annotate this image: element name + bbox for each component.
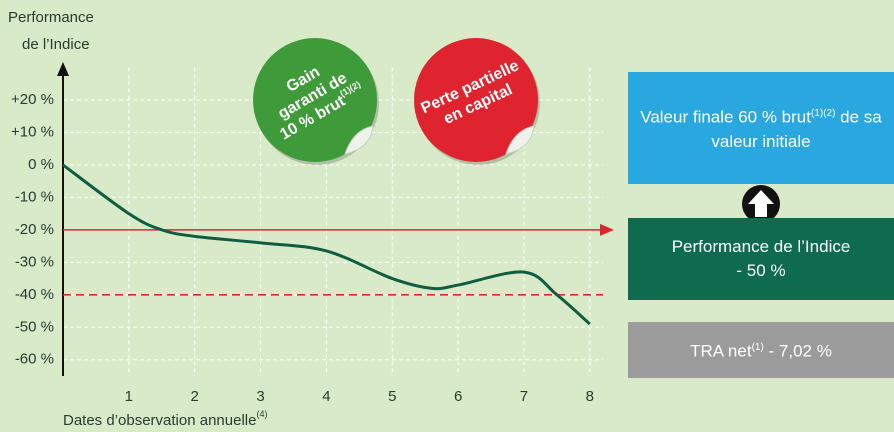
y-axis-arrow (57, 62, 69, 76)
y-tick-label: -30 % (15, 253, 54, 270)
tra-box: TRA net(1) - 7,02 % (628, 322, 894, 378)
sup: (1)(2) (811, 108, 835, 119)
text: TRA net (690, 342, 751, 361)
y-tick-label: -60 % (15, 351, 54, 368)
performance-box: Performance de l’Indice - 50 % (628, 218, 894, 300)
y-axis-label: Performance (8, 9, 94, 26)
y-tick-label: -40 % (15, 286, 54, 303)
x-tick-label: 3 (256, 388, 264, 405)
y-tick-label: -20 % (15, 221, 54, 238)
x-tick-label: 2 (191, 388, 199, 405)
x-tick-label: 5 (388, 388, 396, 405)
x-axis-label-text: Dates d’observation annuelle (63, 412, 256, 429)
performance-text: Performance de l’Indice - 50 % (668, 235, 854, 283)
x-tick-label: 7 (520, 388, 528, 405)
x-tick-label: 4 (322, 388, 330, 405)
page: +20 % +10 % 0 % -10 % -20 % -30 % -40 % -50 % -6… (0, 0, 894, 432)
y-tick-label: +20 % (11, 91, 54, 108)
y-tick-label: -50 % (15, 318, 54, 335)
x-axis-label-note: (4) (256, 409, 267, 419)
y-axis-label: de l’Indice (22, 36, 90, 53)
x-tick-label: 1 (125, 388, 133, 405)
tra-text: TRA net(1) - 7,02 % (690, 336, 832, 364)
x-axis-label: Dates d’observation annuelle(4) (63, 409, 267, 429)
y-tick-label: -10 % (15, 188, 54, 205)
final-value-text: Valeur finale 60 % brut(1)(2) de sa vale… (634, 102, 888, 154)
final-value-box: Valeur finale 60 % brut(1)(2) de sa vale… (628, 72, 894, 184)
sup: (1) (752, 342, 764, 353)
y-tick-label: 0 % (28, 156, 54, 173)
y-tick-label: +10 % (11, 123, 54, 140)
reference-arrow (600, 224, 614, 236)
x-tick-label: 6 (454, 388, 462, 405)
x-tick-label: 8 (586, 388, 594, 405)
text: Valeur finale 60 % brut (640, 108, 811, 127)
text: - 7,02 % (764, 342, 832, 361)
